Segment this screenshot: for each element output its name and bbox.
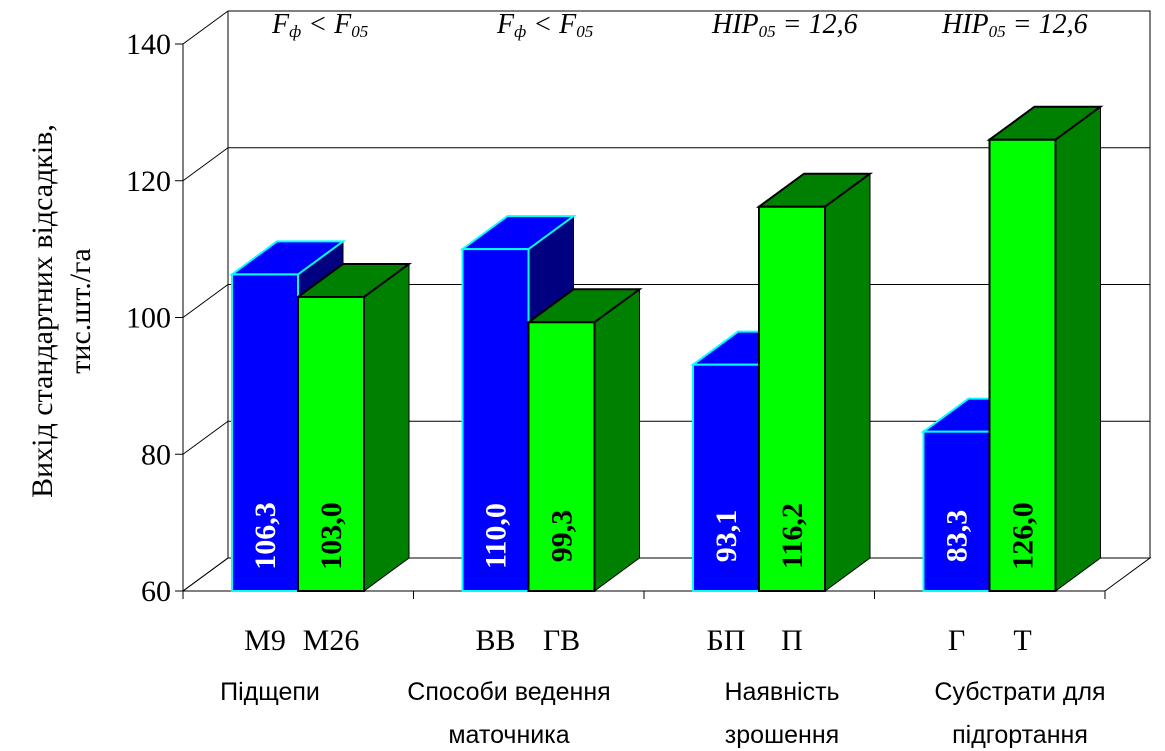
value-label: 93,1 — [710, 510, 743, 563]
stat-text: 12,6 — [1032, 9, 1088, 40]
stat-text: = — [776, 9, 802, 40]
stat-text: F — [327, 9, 352, 40]
bar-front — [231, 273, 299, 592]
y-tick-label: 120 — [126, 165, 171, 198]
category-label: П — [781, 624, 803, 657]
y-tick-label: 80 — [141, 438, 171, 471]
value-label: 83,3 — [941, 510, 974, 563]
group-label: Підщепи — [220, 678, 320, 706]
bar-ГВ — [525, 288, 643, 592]
stat-text: = — [1006, 9, 1032, 40]
bar-М26 — [294, 262, 413, 592]
stat-text: F — [271, 9, 290, 40]
bar-side — [363, 263, 410, 592]
gridline-side — [182, 557, 229, 592]
stat-text: 12,6 — [802, 9, 858, 40]
stat-subscript: 05 — [759, 22, 776, 41]
stat-annotation: HIP05 = 12,6 — [711, 9, 858, 41]
stat-subscript: ф — [289, 22, 301, 41]
category-label: Г — [948, 624, 965, 657]
stat-subscript: 05 — [351, 22, 368, 41]
bar-front — [527, 321, 596, 592]
bars — [228, 105, 1104, 592]
category-label: Т — [1013, 624, 1031, 657]
bar-Т — [986, 105, 1104, 592]
bar-front — [461, 248, 530, 592]
bar-side — [1055, 105, 1101, 592]
stat-subscript: 05 — [989, 22, 1006, 41]
stat-text: F — [496, 9, 515, 40]
y-tick-label: 100 — [126, 302, 171, 335]
bar-front — [988, 138, 1057, 592]
bar-side — [594, 288, 640, 592]
category-label: М26 — [303, 624, 360, 657]
group-label: Способи ведення — [407, 678, 610, 706]
category-label: БП — [707, 624, 746, 657]
value-label: 110,0 — [480, 503, 513, 569]
value-label: 106,3 — [249, 502, 282, 570]
stat-text: F — [552, 9, 577, 40]
stat-text: HIP — [711, 9, 759, 40]
value-label: 99,3 — [546, 510, 579, 563]
stat-annotation: HIP05 = 12,6 — [941, 9, 1088, 41]
stat-text: HIP — [941, 9, 989, 40]
group-label: Субстрати для — [934, 678, 1105, 706]
gridline-side — [182, 284, 229, 318]
axes: 60 80 100 120 140 — [126, 28, 1106, 608]
gridline-side — [182, 10, 229, 45]
stat-text: < — [301, 9, 327, 40]
category-label: М9 — [244, 624, 286, 657]
stat-subscript: 05 — [576, 22, 593, 41]
stat-annotation: Fф < F05 — [271, 9, 368, 41]
y-tick-label: 60 — [141, 575, 171, 608]
bar-front — [758, 205, 826, 592]
category-label: ГВ — [543, 624, 580, 657]
group-label: підгортання — [952, 721, 1088, 749]
group-label: зрошення — [725, 721, 839, 749]
gridline-side — [182, 147, 229, 182]
y-tick-label: 140 — [126, 28, 171, 61]
value-label: 103,0 — [315, 502, 348, 570]
stat-annotation: Fф < F05 — [496, 9, 593, 41]
value-label: 126,0 — [1007, 502, 1040, 570]
gridline-side — [182, 420, 229, 455]
stat-subscript: ф — [514, 22, 526, 41]
group-label: Наявність — [724, 678, 839, 706]
group-label: маточника — [448, 721, 569, 749]
y-axis-label-line-2: тис.шт./га — [64, 248, 97, 373]
bar-front — [297, 295, 365, 592]
y-axis-label-line-1: Вихід стандартних відсадків, — [26, 124, 59, 498]
value-label: 116,2 — [776, 503, 809, 569]
bar-front — [922, 430, 991, 592]
bar-side — [824, 172, 871, 592]
stat-text: < — [526, 9, 552, 40]
bar-П — [755, 172, 874, 592]
bar-front — [692, 363, 760, 592]
category-label: ВВ — [475, 624, 515, 657]
